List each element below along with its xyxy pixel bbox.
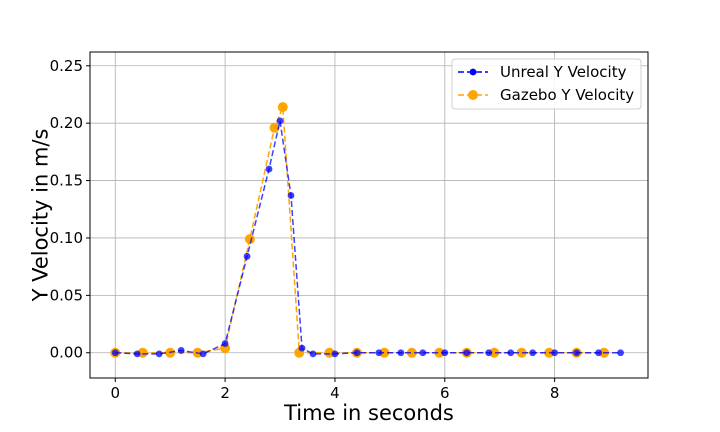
- data-point: [353, 349, 361, 357]
- data-point: [221, 340, 229, 347]
- y-axis-label: Y Velocity in m/s: [28, 129, 52, 303]
- data-point: [489, 347, 500, 358]
- data-point: [441, 349, 449, 357]
- data-point: [265, 165, 273, 173]
- data-point: [551, 349, 559, 357]
- data-point: [276, 117, 284, 125]
- data-point: [397, 349, 405, 357]
- legend-item: Gazebo Y Velocity: [458, 86, 634, 104]
- x-tick-label: 6: [440, 384, 450, 402]
- data-point: [331, 350, 339, 358]
- y-tick-label: 0.00: [50, 344, 83, 362]
- series-gazebo: [110, 102, 610, 358]
- series-layer: [110, 102, 624, 358]
- data-point: [434, 347, 445, 358]
- legend-marker: [468, 90, 478, 100]
- data-point: [155, 350, 163, 358]
- data-point: [419, 349, 427, 357]
- data-point: [516, 347, 527, 358]
- series-line: [115, 120, 621, 355]
- data-point: [379, 347, 390, 358]
- y-tick-label: 0.05: [50, 286, 83, 304]
- data-point: [463, 349, 471, 357]
- data-point: [595, 349, 602, 357]
- data-point: [277, 102, 288, 113]
- data-point: [244, 234, 255, 245]
- data-point: [298, 344, 306, 352]
- data-point: [243, 252, 251, 260]
- data-point: [485, 349, 493, 357]
- data-point: [573, 349, 581, 357]
- x-axis-label: Time in seconds: [283, 401, 454, 425]
- data-point: [177, 347, 185, 354]
- data-point: [133, 350, 141, 358]
- y-tick-label: 0.20: [50, 114, 83, 132]
- x-tick-label: 4: [330, 384, 340, 402]
- x-tick-label: 8: [550, 384, 560, 402]
- data-point: [111, 349, 119, 357]
- data-point: [309, 350, 317, 358]
- data-point: [269, 122, 280, 133]
- data-point: [529, 349, 537, 357]
- data-point: [287, 192, 295, 199]
- data-point: [406, 347, 417, 358]
- data-point: [375, 349, 383, 357]
- y-tick-label: 0.10: [50, 229, 83, 247]
- legend-label: Unreal Y Velocity: [500, 63, 627, 81]
- series-line: [115, 106, 605, 354]
- legend-item: Unreal Y Velocity: [458, 63, 627, 81]
- data-point: [199, 350, 207, 358]
- ticks: 0 2 4 6 8 0.00 0.05 0.10 0.15 0.20 0.25: [50, 57, 560, 402]
- y-tick-label: 0.25: [50, 57, 83, 75]
- data-point: [507, 349, 515, 357]
- y-tick-label: 0.15: [50, 172, 83, 190]
- x-tick-label: 0: [110, 384, 120, 402]
- series-unreal: [111, 117, 624, 358]
- data-point: [617, 349, 624, 357]
- plot-frame: [89, 51, 649, 379]
- x-tick-label: 2: [220, 384, 230, 402]
- legend: Unreal Y Velocity Gazebo Y Velocity: [451, 58, 642, 110]
- legend-marker: [469, 68, 477, 76]
- legend-label: Gazebo Y Velocity: [500, 86, 634, 104]
- legend-box: [451, 58, 642, 110]
